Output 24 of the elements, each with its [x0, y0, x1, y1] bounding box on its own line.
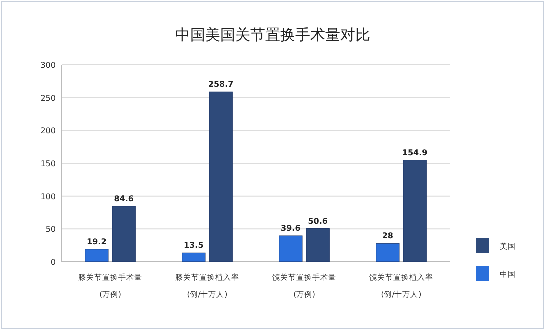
bar — [182, 252, 206, 262]
data-label: 39.6 — [281, 224, 302, 233]
chart-title: 中国美国关节置换手术量对比 — [176, 26, 370, 44]
data-label: 19.2 — [87, 237, 107, 246]
bar — [209, 92, 233, 262]
bar — [376, 243, 400, 262]
data-label: 50.6 — [308, 216, 328, 226]
y-tick-label: 50 — [46, 225, 56, 234]
y-tick-label: 250 — [40, 94, 56, 103]
y-tick-label: 200 — [40, 126, 56, 136]
y-tick-label: 100 — [40, 192, 56, 202]
data-label: 13.5 — [184, 241, 204, 250]
data-label: 28 — [382, 232, 394, 241]
y-tick-label: 0 — [50, 258, 56, 267]
bar — [85, 249, 109, 262]
bar — [403, 160, 427, 262]
data-label: 258.7 — [208, 80, 234, 90]
bar — [306, 228, 330, 262]
bar — [279, 236, 303, 262]
data-label: 84.6 — [114, 194, 134, 204]
y-tick-label: 150 — [40, 160, 56, 168]
data-label: 154.9 — [402, 148, 428, 158]
bar — [112, 206, 136, 262]
y-tick-label: 300 — [40, 61, 56, 70]
